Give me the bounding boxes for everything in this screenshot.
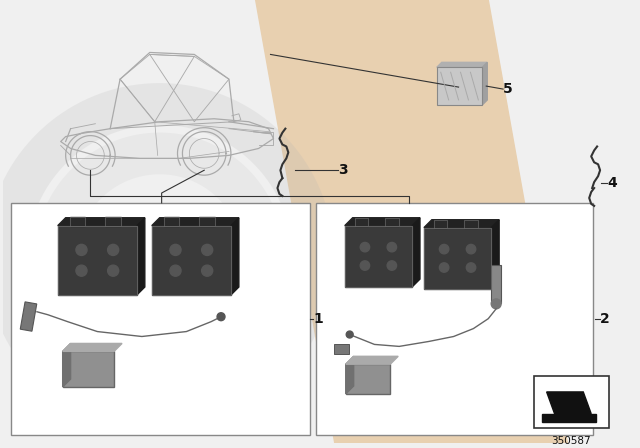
Circle shape <box>387 242 397 252</box>
Circle shape <box>360 261 370 270</box>
Polygon shape <box>63 344 70 387</box>
Bar <box>63 351 114 387</box>
Polygon shape <box>58 226 137 295</box>
Circle shape <box>492 299 501 309</box>
Polygon shape <box>152 218 239 226</box>
Polygon shape <box>547 392 591 414</box>
Circle shape <box>170 244 181 255</box>
Polygon shape <box>385 218 399 226</box>
Circle shape <box>346 331 353 338</box>
Text: 5: 5 <box>503 82 513 96</box>
Polygon shape <box>346 356 398 364</box>
Polygon shape <box>492 220 499 289</box>
Polygon shape <box>345 226 412 287</box>
Circle shape <box>440 263 449 272</box>
Polygon shape <box>412 218 420 287</box>
Polygon shape <box>355 218 368 226</box>
Polygon shape <box>152 226 231 295</box>
Bar <box>316 203 593 435</box>
Bar <box>334 345 349 354</box>
Polygon shape <box>199 217 215 226</box>
Polygon shape <box>541 414 596 422</box>
Text: 3: 3 <box>338 163 348 177</box>
Circle shape <box>360 242 370 252</box>
Circle shape <box>170 265 181 276</box>
Bar <box>12 203 310 435</box>
Text: 2: 2 <box>600 312 610 326</box>
Bar <box>534 376 609 427</box>
Circle shape <box>440 245 449 254</box>
Circle shape <box>202 265 212 276</box>
Polygon shape <box>63 344 122 351</box>
Polygon shape <box>345 218 420 226</box>
Circle shape <box>467 263 476 272</box>
Polygon shape <box>164 217 179 226</box>
Circle shape <box>108 265 118 276</box>
Polygon shape <box>436 62 487 67</box>
Polygon shape <box>424 220 499 228</box>
Polygon shape <box>255 0 568 444</box>
Text: 4: 4 <box>607 176 617 190</box>
Polygon shape <box>424 228 492 289</box>
Text: 1: 1 <box>313 312 323 326</box>
Bar <box>20 302 36 331</box>
Polygon shape <box>70 217 85 226</box>
Polygon shape <box>231 218 239 295</box>
Polygon shape <box>483 62 487 105</box>
Bar <box>492 265 501 303</box>
Circle shape <box>108 244 118 255</box>
Polygon shape <box>346 356 354 394</box>
Circle shape <box>467 245 476 254</box>
Bar <box>346 364 390 394</box>
Text: 350587: 350587 <box>552 436 591 447</box>
Circle shape <box>387 261 397 270</box>
Polygon shape <box>105 217 121 226</box>
Bar <box>436 67 483 105</box>
Circle shape <box>76 244 87 255</box>
Polygon shape <box>434 220 447 228</box>
Polygon shape <box>58 218 145 226</box>
Circle shape <box>217 313 225 321</box>
Circle shape <box>76 265 87 276</box>
Polygon shape <box>137 218 145 295</box>
Circle shape <box>202 244 212 255</box>
Polygon shape <box>464 220 477 228</box>
